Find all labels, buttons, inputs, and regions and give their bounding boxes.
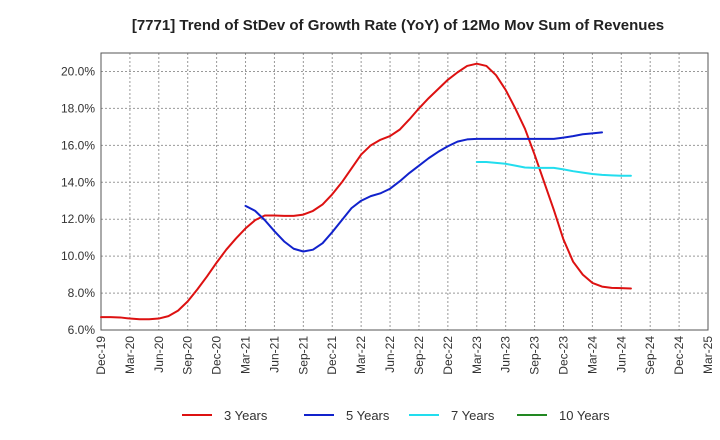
x-tick-label: Mar-22 — [354, 336, 368, 374]
y-tick-label: 10.0% — [61, 249, 95, 263]
x-tick-label: Mar-23 — [470, 336, 484, 374]
x-axis: Dec-19 Mar-20 Jun-20 Sep-20 Dec-20 Mar-21 Jun-… — [94, 336, 715, 375]
y-tick-label: 12.0% — [61, 212, 95, 226]
x-tick-label: Jun-23 — [499, 336, 513, 373]
x-tick-label: Mar-24 — [585, 336, 599, 374]
legend-label: 7 Years — [451, 408, 495, 423]
x-tick-label: Sep-24 — [643, 336, 657, 375]
chart-title: [7771] Trend of StDev of Growth Rate (Yo… — [132, 17, 664, 34]
legend-label: 5 Years — [346, 408, 390, 423]
y-tick-label: 20.0% — [61, 64, 95, 78]
x-tick-label: Dec-19 — [94, 336, 108, 375]
series-layer — [100, 62, 632, 321]
x-tick-label: Jun-22 — [383, 336, 397, 373]
y-tick-label: 6.0% — [68, 323, 96, 337]
y-tick-label: 8.0% — [68, 286, 96, 300]
x-tick-label: Sep-23 — [528, 336, 542, 375]
plot-border — [100, 52, 709, 331]
x-tick-label: Dec-24 — [672, 336, 686, 375]
x-tick-label: Dec-23 — [556, 336, 570, 375]
legend-label: 10 Years — [559, 408, 610, 423]
y-tick-label: 16.0% — [61, 138, 95, 152]
x-tick-label: Dec-20 — [210, 336, 224, 375]
x-tick-label: Sep-21 — [296, 336, 310, 375]
x-tick-label: Jun-20 — [152, 336, 166, 373]
x-tick-label: Mar-20 — [123, 336, 137, 374]
x-tick-label: Sep-22 — [412, 336, 426, 375]
grid-layer — [100, 53, 709, 331]
legend: 3 Years 5 Years 7 Years 10 Years — [182, 408, 610, 423]
legend-label: 3 Years — [224, 408, 268, 423]
x-tick-label: Sep-20 — [181, 336, 195, 375]
y-tick-label: 18.0% — [61, 101, 95, 115]
series-line-3-years — [100, 62, 632, 321]
series-line-5-years — [244, 131, 604, 253]
x-tick-label: Dec-22 — [441, 336, 455, 375]
x-tick-label: Jun-24 — [614, 336, 628, 373]
x-tick-label: Mar-25 — [701, 336, 715, 374]
x-tick-label: Mar-21 — [239, 336, 253, 374]
x-tick-label: Jun-21 — [267, 336, 281, 373]
series-line-7-years — [475, 160, 632, 177]
x-tick-label: Dec-21 — [325, 336, 339, 375]
y-tick-label: 14.0% — [61, 175, 95, 189]
y-axis: 6.0% 8.0% 10.0% 12.0% 14.0% 16.0% 18.0% 20.0% — [61, 64, 95, 337]
